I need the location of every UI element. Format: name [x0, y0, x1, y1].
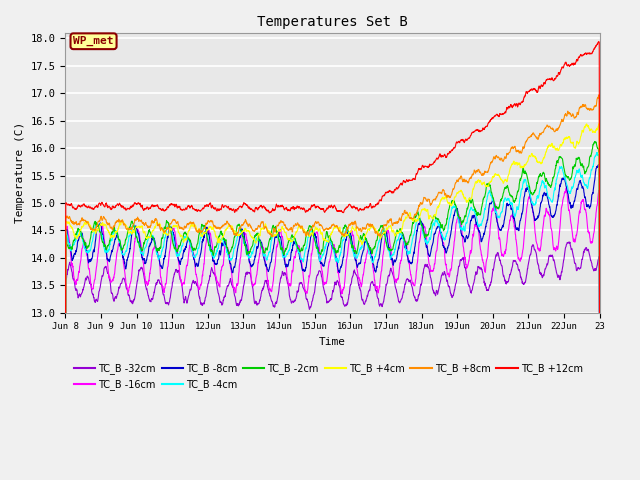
TC_B +12cm [488, 116, 495, 122]
TC_B -8cm [548, 214, 556, 220]
TC_B -8cm [360, 247, 367, 253]
TC_B +12cm [548, 76, 556, 82]
TC_B -32cm [488, 277, 495, 283]
TC_B +12cm [360, 206, 367, 212]
TC_B -32cm [211, 270, 218, 276]
TC_B +4cm [211, 228, 218, 234]
Title: Temperatures Set B: Temperatures Set B [257, 15, 408, 29]
Line: TC_B +12cm: TC_B +12cm [65, 42, 600, 480]
TC_B -16cm [564, 197, 572, 203]
TC_B +8cm [360, 226, 367, 231]
TC_B +8cm [488, 159, 495, 165]
TC_B -32cm [348, 277, 356, 283]
TC_B -8cm [595, 162, 603, 168]
TC_B -32cm [565, 239, 573, 245]
TC_B +4cm [548, 143, 556, 148]
TC_B +8cm [595, 92, 603, 98]
Legend: TC_B -32cm, TC_B -16cm, TC_B -8cm, TC_B -4cm, TC_B -2cm, TC_B +4cm, TC_B +8cm, T: TC_B -32cm, TC_B -16cm, TC_B -8cm, TC_B … [70, 360, 586, 394]
TC_B -4cm [211, 254, 218, 260]
TC_B +12cm [348, 204, 356, 210]
Line: TC_B -4cm: TC_B -4cm [65, 153, 600, 480]
TC_B -8cm [488, 200, 495, 206]
Y-axis label: Temperature (C): Temperature (C) [15, 122, 25, 223]
TC_B -8cm [211, 259, 218, 264]
TC_B +4cm [563, 135, 571, 141]
Line: TC_B -2cm: TC_B -2cm [65, 142, 600, 480]
TC_B -2cm [548, 178, 556, 184]
TC_B +8cm [548, 125, 556, 131]
TC_B -16cm [548, 234, 556, 240]
TC_B -8cm [348, 238, 356, 243]
TC_B -16cm [348, 228, 356, 234]
TC_B -8cm [563, 188, 571, 194]
TC_B -4cm [593, 150, 600, 156]
TC_B +8cm [596, 465, 604, 471]
Text: WP_met: WP_met [74, 36, 114, 47]
TC_B -2cm [360, 231, 367, 237]
TC_B -16cm [563, 185, 570, 191]
TC_B -32cm [360, 299, 367, 305]
TC_B -2cm [488, 190, 495, 195]
TC_B +8cm [563, 111, 571, 117]
TC_B -4cm [488, 194, 495, 200]
Line: TC_B -8cm: TC_B -8cm [65, 165, 600, 480]
TC_B -4cm [360, 237, 367, 243]
TC_B +12cm [211, 206, 218, 212]
TC_B +4cm [360, 239, 367, 244]
TC_B -4cm [548, 199, 556, 204]
TC_B +8cm [348, 219, 356, 225]
TC_B -32cm [548, 254, 556, 260]
TC_B +4cm [488, 178, 495, 184]
TC_B -16cm [488, 212, 495, 218]
TC_B -16cm [211, 262, 218, 268]
TC_B +12cm [595, 39, 602, 45]
Line: TC_B +8cm: TC_B +8cm [65, 95, 600, 480]
TC_B -32cm [563, 240, 571, 245]
TC_B -4cm [563, 183, 571, 189]
TC_B +4cm [348, 226, 356, 232]
Line: TC_B -16cm: TC_B -16cm [65, 188, 600, 480]
TC_B +12cm [596, 433, 604, 439]
TC_B -16cm [360, 272, 367, 277]
TC_B -2cm [591, 139, 598, 144]
TC_B +8cm [211, 223, 218, 228]
TC_B -2cm [348, 244, 356, 250]
TC_B +4cm [595, 120, 603, 126]
TC_B -2cm [563, 175, 571, 180]
X-axis label: Time: Time [319, 337, 346, 347]
TC_B -2cm [211, 246, 218, 252]
TC_B -4cm [348, 242, 356, 248]
Line: TC_B -32cm: TC_B -32cm [65, 242, 600, 480]
Line: TC_B +4cm: TC_B +4cm [65, 123, 600, 480]
TC_B +12cm [563, 63, 571, 69]
